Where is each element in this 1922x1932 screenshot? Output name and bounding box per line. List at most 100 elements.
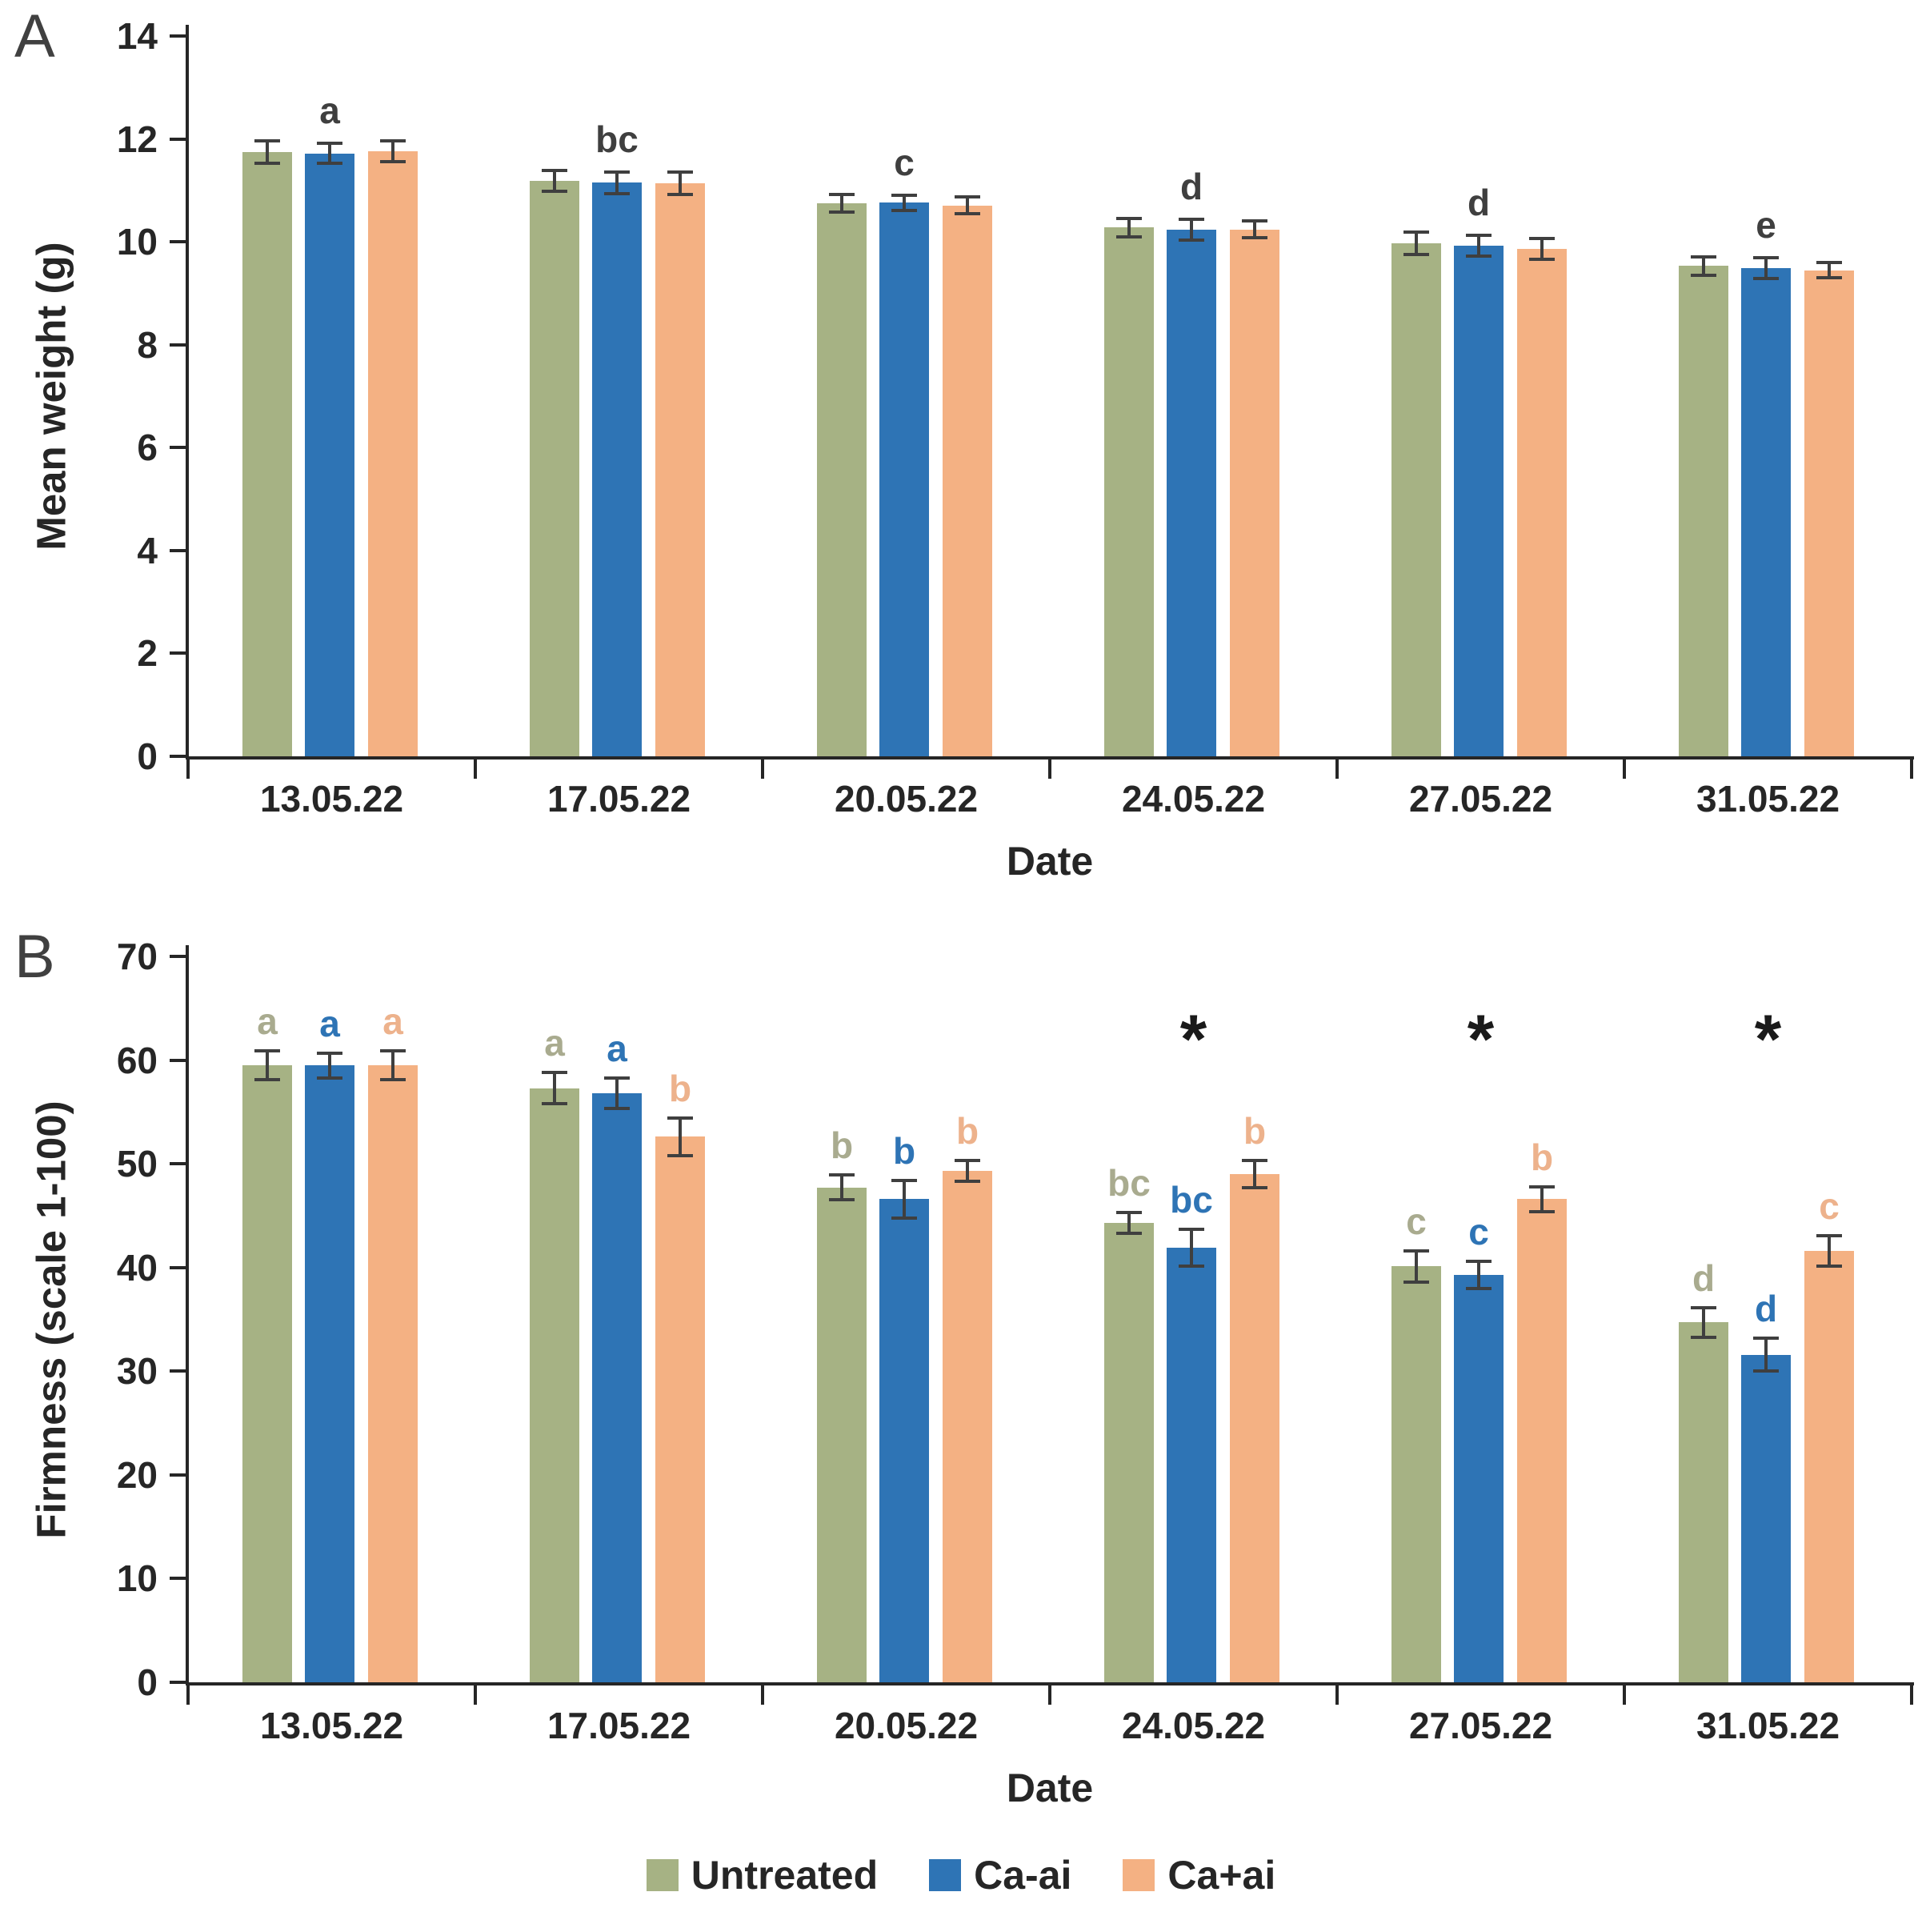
error-bar-cap-bottom [380,1078,406,1082]
sig-letter: d [1692,1257,1716,1300]
significance-asterisk: * [1179,1001,1207,1078]
y-tick [170,343,186,347]
x-tick [761,758,764,779]
error-bar-cap-bottom [1529,258,1555,261]
bar-Untreated-20.05.22 [817,1187,867,1682]
y-tick-label: 50 [116,1143,158,1185]
x-category-label: 17.05.22 [547,1705,691,1746]
x-category-label: 27.05.22 [1408,778,1553,820]
x-category-label: 31.05.22 [1696,778,1840,820]
error-bar-cap-top [829,1173,855,1177]
error-bar-cap-bottom [1116,234,1142,238]
y-tick [170,1162,186,1166]
sig-letter: b [830,1124,854,1167]
y-tick-label: 8 [137,323,158,366]
y-tick [170,651,186,655]
error-bar-line [903,194,906,210]
legend-label: Untreated [691,1853,879,1898]
bar-Untreated-27.05.22 [1391,1266,1441,1682]
x-tick [1910,1684,1913,1705]
x-category-label: 24.05.22 [1121,1705,1266,1746]
bar-Ca+ai-13.05.22 [368,151,418,756]
error-bar-cap-bottom [891,208,917,212]
legend-swatch-icon [929,1859,962,1891]
error-bar-cap-bottom [1816,276,1842,280]
error-bar-cap-top [604,1076,630,1080]
legend-label: Ca+ai [1167,1853,1276,1898]
error-bar-line [840,1175,843,1200]
legend-swatch-icon [1123,1859,1155,1891]
error-bar-cap-bottom [254,161,280,165]
error-bar-cap-bottom [317,1076,342,1080]
y-tick [170,548,186,552]
sig-letter-group: d [1179,165,1203,207]
bar-Ca+ai-17.05.22 [655,182,705,756]
error-bar-cap-bottom [1403,1280,1429,1284]
error-bar-cap-top [1403,1249,1429,1253]
error-bar-line [391,1050,394,1080]
bar-Ca-ai-17.05.22 [592,1093,642,1682]
error-bar-cap-bottom [1691,1335,1716,1339]
error-bar-cap-bottom [1753,276,1779,280]
sig-letter: c [1406,1200,1427,1242]
x-category-label: 27.05.22 [1408,1705,1553,1746]
bar-Ca+ai-27.05.22 [1517,249,1567,756]
error-bar-cap-bottom [891,1216,917,1220]
error-bar-line [1190,1229,1193,1267]
bar-Ca-ai-27.05.22 [1454,246,1504,756]
bar-Untreated-13.05.22 [242,151,292,756]
bar-Untreated-20.05.22 [817,202,867,756]
error-bar-cap-bottom [254,1078,280,1082]
x-category-label: 20.05.22 [834,778,979,820]
x-tick [1623,1684,1626,1705]
sig-letter: c [1468,1210,1489,1253]
bar-Ca-ai-17.05.22 [592,182,642,756]
error-bar-line [1415,1250,1418,1282]
bar-Ca-ai-24.05.22 [1167,229,1216,756]
sig-letter-group: a [319,89,340,131]
error-bar-cap-top [1466,234,1492,238]
error-bar-line [966,196,969,214]
error-bar-line [1764,258,1768,279]
error-bar-cap-bottom [667,193,693,196]
error-bar-cap-bottom [604,1107,630,1111]
error-bar-cap-top [829,193,855,196]
sig-letter-group: bc [595,118,639,160]
bar-Untreated-24.05.22 [1104,227,1154,756]
legend-item-Ca-ai: Ca-ai [929,1854,1071,1897]
error-bar-line [1828,1235,1831,1267]
error-bar-line [553,170,556,192]
error-bar-line [1253,1160,1256,1188]
error-bar-cap-top [667,170,693,174]
error-bar-cap-top [542,1071,567,1075]
error-bar-cap-bottom [1403,253,1429,257]
x-tick [474,758,477,779]
bar-Untreated-24.05.22 [1104,1222,1154,1682]
y-tick-label: 2 [137,632,158,675]
y-tick [170,137,186,141]
sig-letter-group: c [894,141,915,183]
error-bar-line [1127,218,1131,237]
significance-asterisk: * [1754,1001,1782,1078]
sig-letter: bc [1170,1178,1213,1221]
error-bar-cap-top [254,1048,280,1052]
error-bar-line [1253,221,1256,238]
y-tick-label: 0 [137,736,158,777]
y-tick [170,240,186,244]
x-tick [1910,758,1913,779]
y-tick [170,446,186,450]
x-category-label: 31.05.22 [1696,1705,1840,1746]
y-tick [170,1265,186,1269]
y-tick [170,1369,186,1373]
sig-letter: b [1530,1136,1554,1178]
x-tick [1335,1684,1339,1705]
error-bar-cap-bottom [1179,1265,1204,1269]
error-bar-cap-top [317,1051,342,1055]
error-bar-cap-top [955,1159,980,1163]
bar-Untreated-27.05.22 [1391,243,1441,756]
bar-Untreated-31.05.22 [1679,266,1728,756]
error-bar-cap-bottom [1691,273,1716,277]
bar-Ca+ai-31.05.22 [1804,270,1854,756]
bar-Ca+ai-20.05.22 [943,205,992,756]
error-bar-line [840,194,843,212]
